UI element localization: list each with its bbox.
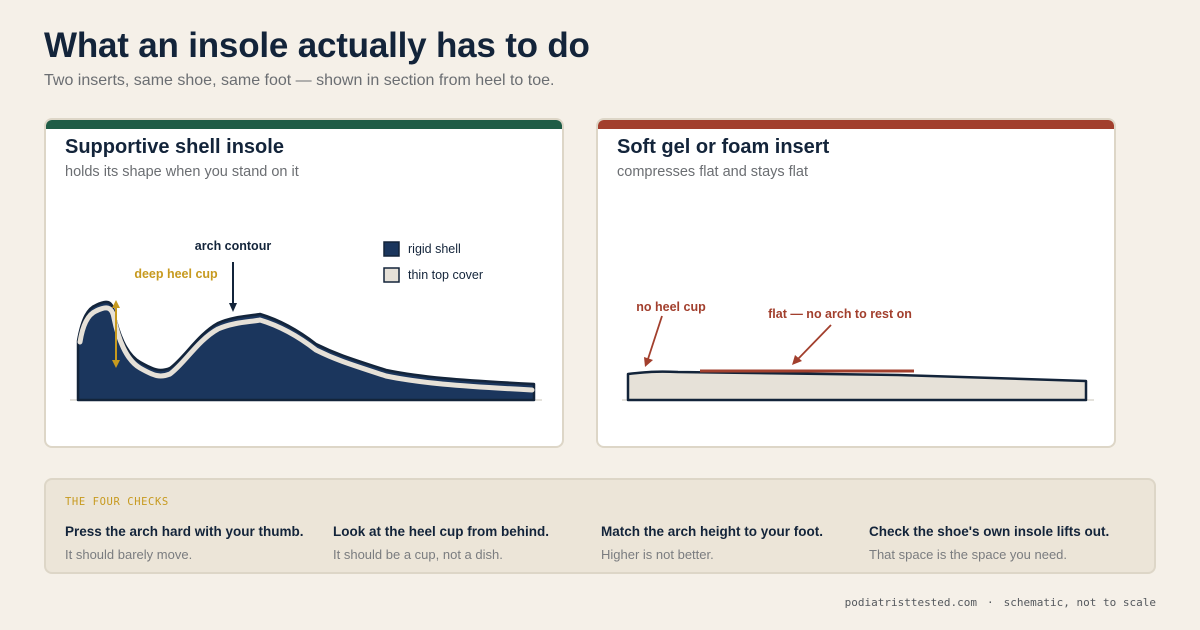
heel-pointer-line xyxy=(647,315,663,360)
check-subtext: It should barely move. xyxy=(65,547,193,562)
arch-pointer-line xyxy=(797,324,832,360)
heel-cup-label: deep heel cup xyxy=(134,267,218,281)
panel-accent-band xyxy=(46,120,562,129)
checks-label: THE FOUR CHECKS xyxy=(65,496,169,508)
legend-label-top-cover: thin top cover xyxy=(408,268,483,282)
no-heel-cup-label: no heel cup xyxy=(636,300,706,314)
panel-accent-band xyxy=(598,120,1114,129)
legend-label-rigid-shell: rigid shell xyxy=(408,242,461,256)
soft-insert-shape xyxy=(626,370,1088,402)
check-title: Press the arch hard with your thumb. xyxy=(65,524,304,539)
check-title: Match the arch height to your foot. xyxy=(601,524,823,539)
check-item: Look at the heel cup from behind. It sho… xyxy=(333,524,593,562)
check-item: Match the arch height to your foot. High… xyxy=(601,524,861,562)
heel-arrow-up-icon xyxy=(112,300,120,308)
arch-arrow-icon xyxy=(792,355,802,365)
panel-title: Soft gel or foam insert xyxy=(617,136,830,158)
check-title: Look at the heel cup from behind. xyxy=(333,524,550,539)
soft-insert-panel: Soft gel or foam insert compresses flat … xyxy=(596,118,1116,448)
panel-title: Supportive shell insole xyxy=(65,136,284,158)
check-item: Check the shoe's own insole lifts out. T… xyxy=(869,524,1129,562)
rigid-shell-shape xyxy=(76,300,536,402)
supportive-shell-panel: Supportive shell insole holds its shape … xyxy=(44,118,564,448)
four-checks-box: THE FOUR CHECKS Press the arch hard with… xyxy=(44,478,1156,574)
page-subtitle: Two inserts, same shoe, same foot — show… xyxy=(44,72,555,89)
check-subtext: It should be a cup, not a dish. xyxy=(333,547,503,562)
soft-insert-section-diagram: no heel cup flat — no arch to rest on xyxy=(622,300,1094,402)
thin-top-cover xyxy=(77,305,535,393)
heel-arrow-down-icon xyxy=(112,360,120,368)
check-item: Press the arch hard with your thumb. It … xyxy=(65,524,325,562)
check-subtext: Higher is not better. xyxy=(601,547,714,562)
footer-separator: · xyxy=(987,596,994,609)
footer: podiatristtested.com · schematic, not to s… xyxy=(845,596,1156,609)
footer-note: schematic, not to scale xyxy=(1003,596,1156,609)
legend-swatch-top-cover xyxy=(383,267,400,283)
arch-contour-label: arch contour xyxy=(195,239,272,253)
panel-subtitle: compresses flat and stays flat xyxy=(617,164,808,180)
heel-arrow-icon xyxy=(644,357,653,367)
arch-arrow-icon xyxy=(229,303,237,312)
footer-site: podiatristtested.com xyxy=(844,596,978,609)
shell-section-diagram: deep heel cup arch contour rigid shell t… xyxy=(70,239,542,402)
page-title: What an insole actually has to do xyxy=(44,26,590,65)
legend-swatch-rigid-shell xyxy=(383,241,400,257)
check-subtext: That space is the space you need. xyxy=(869,547,1068,562)
panel-subtitle: holds its shape when you stand on it xyxy=(65,164,299,180)
check-title: Check the shoe's own insole lifts out. xyxy=(869,524,1110,539)
flat-arch-label: flat — no arch to rest on xyxy=(768,307,912,321)
